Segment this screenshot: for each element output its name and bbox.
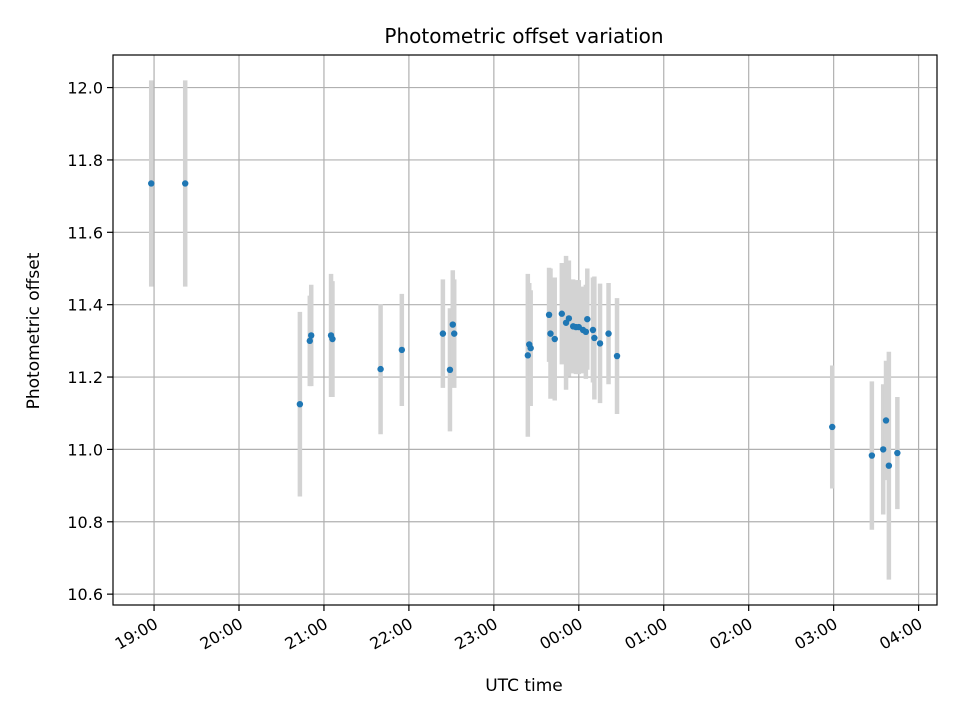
- data-point: [306, 337, 313, 345]
- y-tick-label: 11.8: [67, 151, 103, 170]
- x-axis-title: UTC time: [485, 676, 563, 696]
- y-tick-label: 11.6: [67, 223, 103, 242]
- y-axis-title: Photometric offset: [24, 252, 44, 409]
- data-point: [148, 180, 155, 187]
- data-point: [451, 330, 458, 337]
- y-axis: 10.6 10.8 11.0 11.2 11.4 11.6 11.8 12.0: [67, 79, 113, 604]
- y-tick-label: 10.8: [67, 513, 103, 532]
- chart-title: Photometric offset variation: [384, 24, 663, 48]
- data-point: [829, 423, 836, 431]
- data-point: [591, 334, 598, 342]
- data-point: [613, 352, 621, 360]
- data-point: [584, 315, 591, 323]
- data-points: [148, 180, 901, 469]
- data-point: [596, 340, 604, 347]
- data-point: [545, 311, 553, 319]
- y-tick-label: 11.4: [67, 296, 103, 315]
- data-point: [589, 326, 597, 334]
- y-tick-label: 12.0: [67, 79, 103, 98]
- data-point: [308, 332, 315, 339]
- y-tick-label: 11.2: [67, 368, 103, 387]
- data-point: [551, 335, 558, 343]
- data-point: [868, 452, 876, 459]
- data-point: [885, 462, 893, 469]
- y-tick-label: 10.6: [67, 585, 103, 604]
- grid: [113, 55, 937, 605]
- data-point: [329, 335, 336, 343]
- data-point: [377, 365, 384, 373]
- plot-frame: [112, 54, 938, 606]
- data-point: [527, 344, 534, 352]
- data-point: [296, 400, 304, 408]
- data-point: [565, 315, 573, 322]
- data-point: [449, 321, 456, 328]
- data-point: [547, 330, 554, 337]
- data-point: [879, 446, 887, 453]
- data-point: [182, 180, 189, 187]
- data-point: [524, 352, 532, 359]
- data-point: [446, 366, 454, 374]
- data-point: [582, 328, 590, 336]
- y-tick-label: 11.0: [67, 440, 103, 459]
- data-point: [894, 449, 901, 457]
- data-point: [558, 310, 566, 317]
- data-point: [398, 346, 406, 354]
- data-point: [605, 330, 612, 337]
- data-point: [882, 417, 890, 424]
- data-point: [439, 330, 447, 337]
